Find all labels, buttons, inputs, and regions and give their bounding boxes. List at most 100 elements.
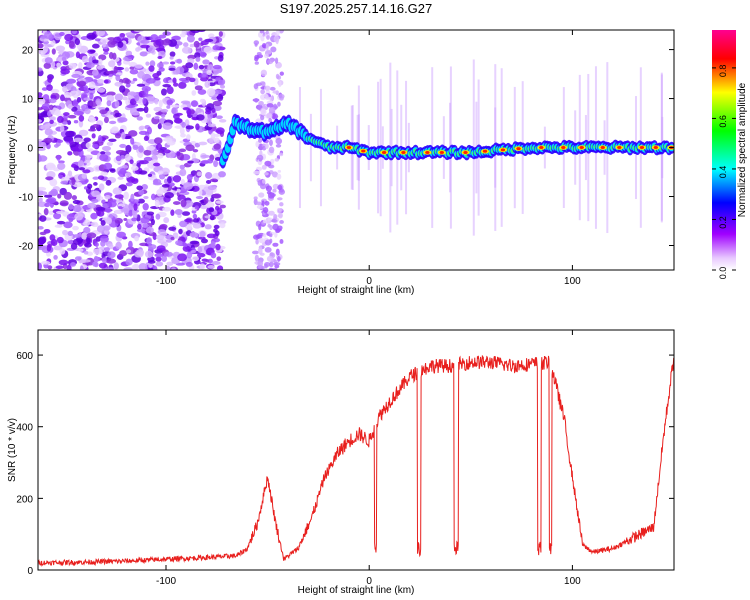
spectrogram-noise-blob <box>123 267 134 270</box>
spectrogram-noise-blob <box>39 215 47 222</box>
spectrogram-noise-blob <box>152 182 163 186</box>
spectrogram-noise-blob <box>200 205 208 210</box>
spectrogram-noise-blob <box>166 99 173 106</box>
spectrogram-noise-blob <box>181 211 191 216</box>
spectrogram-noise-blob <box>72 199 81 205</box>
spectrogram-noise-blob <box>160 108 169 113</box>
spectrogram-noise-blob <box>95 206 106 212</box>
spectrogram-x-label: Height of straight line (km) <box>298 285 415 296</box>
spectrogram-noise-blob <box>38 186 47 191</box>
spectrogram-noise-blob <box>168 226 177 231</box>
spectrogram-noise-blob <box>68 40 75 49</box>
spectrogram-noise-blob <box>149 60 156 67</box>
spectrogram-noise-blob <box>178 81 187 89</box>
spectrogram-noise-blob <box>59 31 65 36</box>
spectrogram-noise-blob <box>125 144 132 153</box>
spectrogram-marks <box>38 30 674 270</box>
spectrogram-noise-blob <box>84 108 91 115</box>
spectrogram-noise-blob <box>265 30 269 35</box>
spectrogram-noise-blob <box>175 164 181 168</box>
spectrogram-noise-blob <box>165 239 172 243</box>
spectrogram-noise-blob <box>204 171 213 179</box>
spectrogram-noise-blob <box>60 94 65 102</box>
spectrogram-noise-blob <box>176 188 181 193</box>
spectrogram-noise-blob <box>134 235 140 242</box>
spectrogram-noise-blob <box>278 212 283 219</box>
chart-title: S197.2025.257.14.16.G27 <box>280 1 433 16</box>
spectrogram-noise-blob <box>97 87 106 93</box>
spectrogram-noise-blob <box>81 105 86 111</box>
spectrogram-noise-blob <box>88 81 96 90</box>
snr-x-label: Height of straight line (km) <box>298 585 415 596</box>
spectrogram-noise-blob <box>124 79 131 85</box>
spectrogram-noise-blob <box>134 94 140 102</box>
snr-y-tick-label: 400 <box>16 423 33 434</box>
spectrogram-noise-blob <box>213 160 219 168</box>
spectrogram-noise-blob <box>165 265 171 270</box>
spectrogram-noise-blob <box>175 240 183 246</box>
spectrogram-noise-blob <box>264 247 272 253</box>
snr-frame <box>37 329 675 571</box>
spectrogram-noise-blob <box>150 218 155 226</box>
spectrogram-noise-blob <box>86 232 97 239</box>
spectrogram-noise-blob <box>98 175 105 180</box>
spectrogram-noise-blob <box>154 199 160 208</box>
spectrogram-noise-blob <box>72 99 79 108</box>
spectrogram-noise-blob <box>38 226 44 230</box>
spectrogram-noise-blob <box>199 98 206 103</box>
spectrogram-noise-blob <box>117 117 128 123</box>
spectrogram-noise-blob <box>102 39 107 48</box>
snr-x-tick-label: 100 <box>564 576 581 587</box>
spectrogram-noise-blob <box>50 238 58 247</box>
spectrogram-noise-blob <box>44 194 53 198</box>
spectrogram-noise-blob <box>114 112 122 118</box>
spectrogram-y-label: Frequency (Hz) <box>7 116 18 185</box>
colorbar-tick-label: 0.6 <box>718 115 728 128</box>
spectrogram-noise-blob <box>41 103 51 110</box>
spectrogram-noise-blob <box>166 140 176 146</box>
spectrogram-noise-blob <box>218 118 227 123</box>
spectrogram-noise-blob <box>44 57 53 64</box>
spectrogram-noise-blob <box>273 262 281 266</box>
spectrogram-noise-blob <box>200 40 209 46</box>
spectrogram-noise-blob <box>92 248 103 255</box>
spectrogram-noise-blob <box>119 250 128 257</box>
spectrogram-noise-blob <box>114 81 123 87</box>
spectrogram-noise-blob <box>136 83 146 87</box>
spectrogram-noise-blob <box>174 125 184 129</box>
spectrogram-noise-blob <box>157 62 164 69</box>
spectrogram-noise-blob <box>83 137 91 142</box>
spectrogram-noise-blob <box>274 157 280 162</box>
spectrogram-noise-blob <box>38 43 44 49</box>
spectrogram-x-tick-label: 0 <box>366 276 372 287</box>
spectrogram-noise-blob <box>168 39 178 47</box>
snr-x-tick-label: -100 <box>156 576 176 587</box>
spectrogram-noise-blob <box>142 223 149 229</box>
spectrogram-noise-blob <box>208 207 215 213</box>
spectrogram-noise-blob <box>185 125 195 130</box>
spectrogram-noise-blob <box>210 132 216 139</box>
spectrogram-noise-blob <box>139 160 149 165</box>
spectrogram-noise-blob <box>73 120 79 124</box>
spectrogram-noise-blob <box>135 47 141 52</box>
spectrogram-noise-blob <box>100 240 106 247</box>
spectrogram-noise-blob <box>276 173 282 180</box>
spectrogram-noise-blob <box>107 251 116 259</box>
spectrogram-noise-blob <box>205 259 210 263</box>
spectrogram-noise-blob <box>138 263 148 270</box>
spectrogram-noise-blob <box>106 141 114 146</box>
spectrogram-noise-blob <box>197 246 203 253</box>
spectrogram-noise-blob <box>130 193 135 202</box>
spectrogram-noise-blob <box>172 232 179 239</box>
spectrogram-noise-blob <box>181 121 186 128</box>
snr-y-tick-label: 600 <box>16 351 33 362</box>
spectrogram-hotspot-core <box>425 150 430 154</box>
spectrogram-noise-blob <box>154 98 159 105</box>
spectrogram-noise-blob <box>207 265 215 269</box>
spectrogram-noise-blob <box>98 106 106 111</box>
spectrogram-noise-blob <box>144 88 149 96</box>
spectrogram-noise-blob <box>278 94 285 99</box>
spectrogram-noise-blob <box>172 77 177 84</box>
spectrogram-noise-blob <box>94 242 99 247</box>
spectrogram-noise-blob <box>136 185 143 191</box>
